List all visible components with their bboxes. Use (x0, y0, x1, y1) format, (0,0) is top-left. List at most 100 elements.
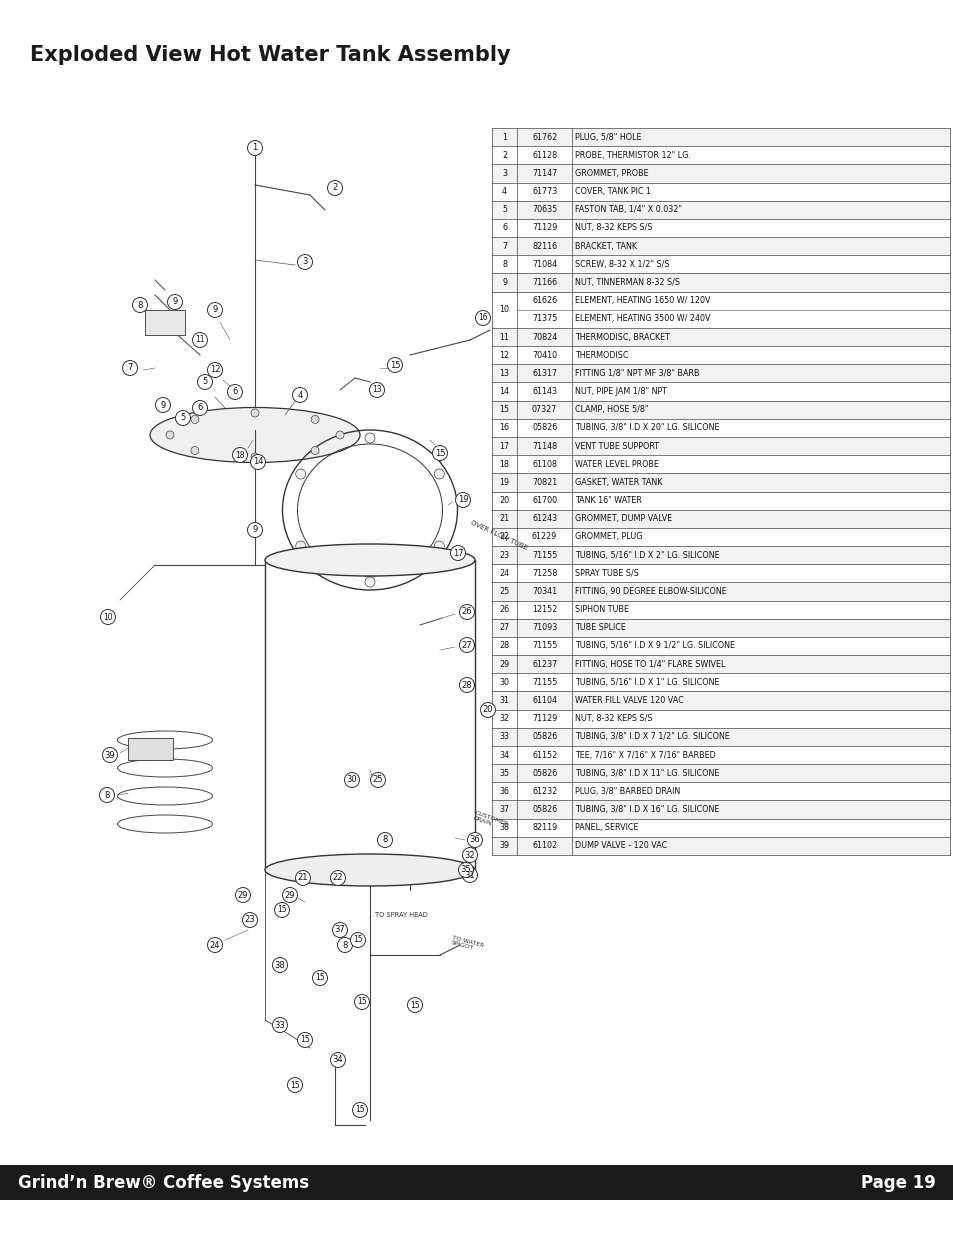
Bar (492, 346, 949, 364)
Text: 18: 18 (499, 459, 509, 469)
Text: 61152: 61152 (532, 751, 557, 760)
Ellipse shape (265, 543, 475, 576)
Text: 6: 6 (233, 388, 237, 396)
Bar (492, 183, 949, 201)
Ellipse shape (377, 832, 392, 847)
Ellipse shape (247, 141, 262, 156)
Text: 24: 24 (499, 569, 509, 578)
Text: 61773: 61773 (532, 188, 557, 196)
Bar (492, 583, 949, 600)
Text: 61143: 61143 (532, 387, 557, 396)
Ellipse shape (455, 493, 470, 508)
Text: 11: 11 (195, 336, 205, 345)
Text: 61700: 61700 (532, 496, 557, 505)
Text: ELEMENT, HEATING 1650 W/ 120V: ELEMENT, HEATING 1650 W/ 120V (575, 296, 710, 305)
Text: 05826: 05826 (532, 805, 557, 814)
Text: 71093: 71093 (532, 624, 557, 632)
Ellipse shape (282, 888, 297, 903)
Text: 37: 37 (335, 925, 345, 935)
Text: 15: 15 (290, 1081, 299, 1089)
Text: 33: 33 (274, 1020, 285, 1030)
Text: 7: 7 (501, 242, 507, 251)
Text: 3: 3 (501, 169, 507, 178)
Bar (492, 437, 949, 456)
Text: 5: 5 (180, 414, 186, 422)
Text: 5: 5 (501, 205, 507, 215)
Text: DUMP VALVE - 120 VAC: DUMP VALVE - 120 VAC (575, 841, 667, 851)
Text: 18: 18 (235, 451, 245, 459)
Text: 28: 28 (499, 641, 509, 651)
Bar (492, 764, 949, 782)
Text: 23: 23 (499, 551, 509, 559)
Text: 38: 38 (274, 961, 285, 969)
Text: 61104: 61104 (532, 697, 557, 705)
Text: 24: 24 (210, 941, 220, 950)
Text: TUBE SPLICE: TUBE SPLICE (575, 624, 625, 632)
Text: Exploded View Hot Water Tank Assembly: Exploded View Hot Water Tank Assembly (30, 44, 510, 65)
Ellipse shape (355, 994, 369, 1009)
Text: 71155: 71155 (532, 551, 557, 559)
Text: 9: 9 (172, 298, 177, 306)
Text: VENT TUBE SUPPORT: VENT TUBE SUPPORT (575, 442, 659, 451)
Text: 17: 17 (499, 442, 509, 451)
Ellipse shape (462, 847, 477, 862)
Text: 12: 12 (210, 366, 220, 374)
Ellipse shape (155, 398, 171, 412)
Text: 8: 8 (501, 259, 507, 269)
Text: FITTING, HOSE TO 1/4" FLARE SWIVEL: FITTING, HOSE TO 1/4" FLARE SWIVEL (575, 659, 725, 668)
Ellipse shape (265, 853, 475, 885)
Text: 61243: 61243 (532, 514, 557, 524)
Ellipse shape (330, 1052, 345, 1067)
Text: 10: 10 (103, 613, 112, 621)
Text: 13: 13 (372, 385, 381, 394)
Ellipse shape (122, 361, 137, 375)
Text: 07327: 07327 (532, 405, 557, 414)
Text: 21: 21 (297, 873, 308, 883)
Text: 71084: 71084 (532, 259, 557, 269)
Text: 34: 34 (333, 1056, 343, 1065)
Text: 10: 10 (499, 305, 509, 314)
Text: TUBING, 3/8" I.D X 7 1/2" LG. SILICONE: TUBING, 3/8" I.D X 7 1/2" LG. SILICONE (575, 732, 729, 741)
Ellipse shape (480, 703, 495, 718)
Text: TANK 16" WATER: TANK 16" WATER (575, 496, 641, 505)
Text: 29: 29 (237, 890, 248, 899)
Bar (492, 727, 949, 746)
Text: 2: 2 (501, 151, 507, 159)
Ellipse shape (274, 903, 289, 918)
Text: 12152: 12152 (532, 605, 557, 614)
Text: 05826: 05826 (532, 768, 557, 778)
Ellipse shape (295, 469, 305, 479)
Ellipse shape (102, 747, 117, 762)
Text: 30: 30 (346, 776, 357, 784)
Bar (492, 564, 949, 583)
Text: 8: 8 (342, 941, 347, 950)
Text: GROMMET, DUMP VALVE: GROMMET, DUMP VALVE (575, 514, 672, 524)
Bar (492, 364, 949, 383)
Text: SIPHON TUBE: SIPHON TUBE (575, 605, 628, 614)
Text: CUSTOMER
DRAIN: CUSTOMER DRAIN (472, 810, 508, 832)
Ellipse shape (295, 541, 305, 551)
Text: 61128: 61128 (532, 151, 557, 159)
Text: 61762: 61762 (532, 132, 557, 142)
Text: 05826: 05826 (532, 732, 557, 741)
Bar (492, 527, 949, 546)
Text: GROMMET, PROBE: GROMMET, PROBE (575, 169, 648, 178)
Bar (492, 291, 949, 329)
Text: 14: 14 (253, 457, 263, 467)
Ellipse shape (459, 678, 474, 693)
Ellipse shape (191, 447, 198, 454)
Bar (492, 400, 949, 419)
Text: 61229: 61229 (532, 532, 557, 541)
Bar (492, 473, 949, 492)
Text: 15: 15 (390, 361, 400, 369)
Text: 12: 12 (499, 351, 509, 359)
Text: 25: 25 (499, 587, 509, 597)
Text: 32: 32 (499, 714, 509, 724)
Text: 2: 2 (332, 184, 337, 193)
Ellipse shape (462, 867, 477, 883)
Bar (492, 492, 949, 510)
Text: 5: 5 (202, 378, 208, 387)
Ellipse shape (208, 303, 222, 317)
Text: WATER FILL VALVE 120 VAC: WATER FILL VALVE 120 VAC (575, 697, 683, 705)
Text: 35: 35 (460, 866, 471, 874)
